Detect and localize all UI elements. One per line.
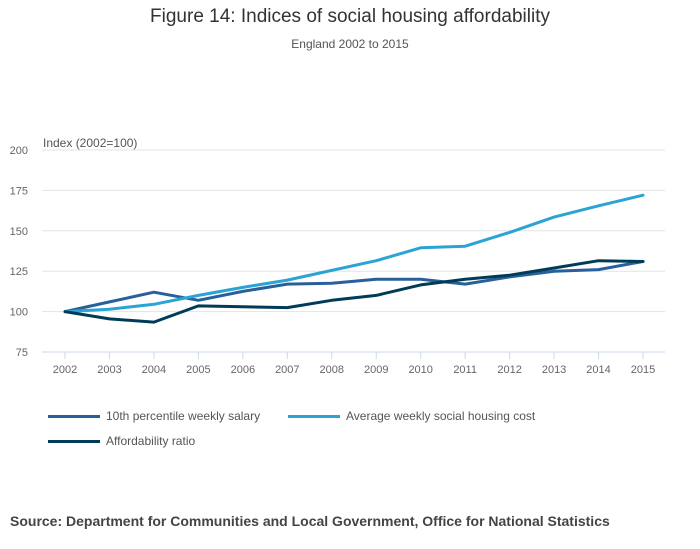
legend-label: Average weekly social housing cost bbox=[346, 409, 536, 423]
chart-subtitle: England 2002 to 2015 bbox=[291, 37, 409, 51]
y-tick-label: 150 bbox=[10, 226, 28, 238]
x-tick-label: 2002 bbox=[53, 364, 77, 376]
x-tick-label: 2003 bbox=[97, 364, 121, 376]
x-tick-label: 2014 bbox=[586, 364, 610, 376]
y-axis-label: Index (2002=100) bbox=[43, 136, 138, 150]
legend-swatch bbox=[48, 439, 100, 443]
x-tick-label: 2012 bbox=[497, 364, 521, 376]
x-tick-label: 2007 bbox=[275, 364, 299, 376]
source-note: Source: Department for Communities and L… bbox=[10, 513, 610, 529]
y-tick-label: 75 bbox=[16, 347, 28, 359]
series-line-0 bbox=[63, 260, 645, 314]
legend-label: 10th percentile weekly salary bbox=[106, 409, 261, 423]
series-line-2 bbox=[63, 259, 645, 324]
x-tick-label: 2010 bbox=[408, 364, 432, 376]
chart-title: Figure 14: Indices of social housing aff… bbox=[150, 6, 550, 27]
legend-swatch bbox=[288, 414, 340, 418]
series-line-1 bbox=[63, 193, 645, 314]
legend-label: Affordability ratio bbox=[106, 434, 196, 448]
x-tick-label: 2011 bbox=[453, 364, 477, 376]
x-tick-label: 2006 bbox=[231, 364, 255, 376]
y-tick-label: 125 bbox=[10, 266, 28, 278]
x-tick-label: 2004 bbox=[142, 364, 166, 376]
y-tick-label: 175 bbox=[10, 185, 28, 197]
legend-item-ratio: Affordability ratio bbox=[48, 434, 195, 448]
legend-item-cost: Average weekly social housing cost bbox=[288, 409, 535, 423]
legend-swatch bbox=[48, 414, 100, 418]
x-tick-label: 2009 bbox=[364, 364, 388, 376]
x-tick-label: 2013 bbox=[542, 364, 566, 376]
y-tick-label: 200 bbox=[10, 145, 28, 157]
x-tick-label: 2015 bbox=[631, 364, 655, 376]
line-chart: 75 100 125 150 175 200 2002 2003 2004 2005 2006 200… bbox=[10, 145, 665, 376]
x-tick-label: 2005 bbox=[186, 364, 210, 376]
y-tick-label: 100 bbox=[10, 307, 28, 319]
legend-item-salary: 10th percentile weekly salary bbox=[48, 409, 260, 423]
x-tick-label: 2008 bbox=[320, 364, 344, 376]
